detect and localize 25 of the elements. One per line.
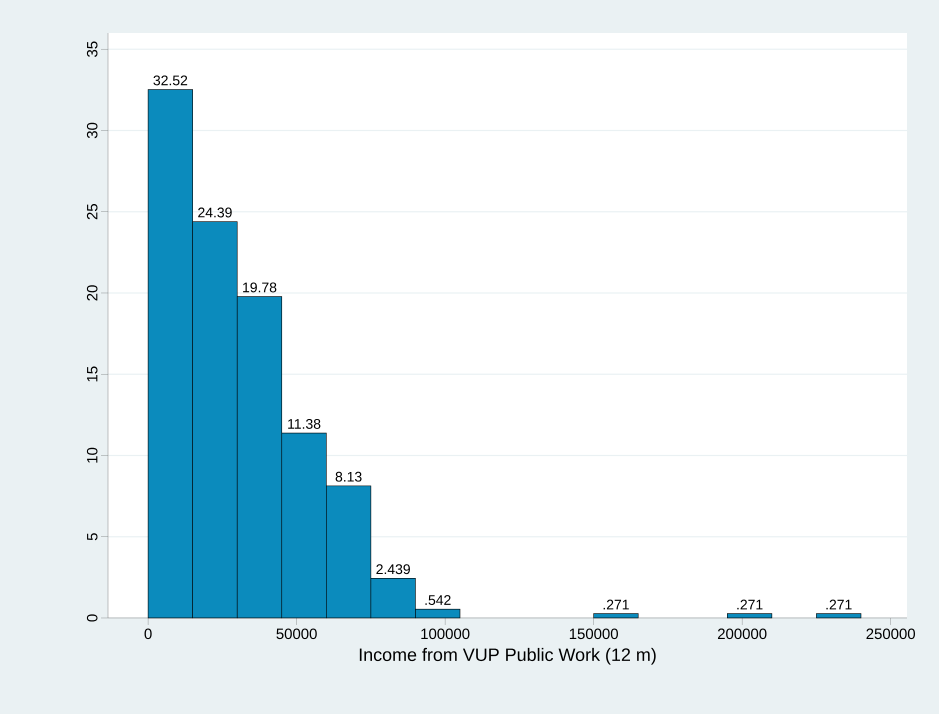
x-tick-label: 50000 — [276, 628, 317, 640]
y-tick-label: 15 — [87, 366, 98, 382]
y-tick-label: 0 — [86, 614, 98, 622]
x-tick-label: 200000 — [718, 628, 766, 640]
data-label: 24.39 — [198, 208, 232, 218]
data-label: 19.78 — [243, 282, 276, 292]
data-label: .271 — [826, 600, 852, 610]
x-tick-label: 250000 — [866, 628, 916, 640]
y-tick-label: 20 — [86, 285, 98, 301]
data-label: .542 — [425, 595, 451, 605]
data-label: .271 — [604, 600, 629, 610]
y-tick-label: 30 — [86, 122, 98, 138]
y-tick-label: 5 — [87, 533, 98, 540]
data-label: 8.13 — [336, 472, 362, 482]
data-label: .271 — [737, 600, 762, 610]
x-tick-label: 150000 — [570, 628, 618, 640]
data-label: 2.439 — [376, 564, 410, 574]
data-label: 11.38 — [288, 418, 320, 429]
x-axis-title: Income from VUP Public Work (12 m) — [360, 648, 656, 665]
data-label: 32.52 — [153, 75, 188, 86]
y-tick-label: 35 — [86, 42, 98, 57]
y-tick-label: 25 — [86, 204, 98, 220]
y-tick-label: 10 — [86, 448, 98, 463]
x-tick-label: 0 — [144, 628, 152, 640]
x-tick-label: 100000 — [421, 628, 470, 640]
